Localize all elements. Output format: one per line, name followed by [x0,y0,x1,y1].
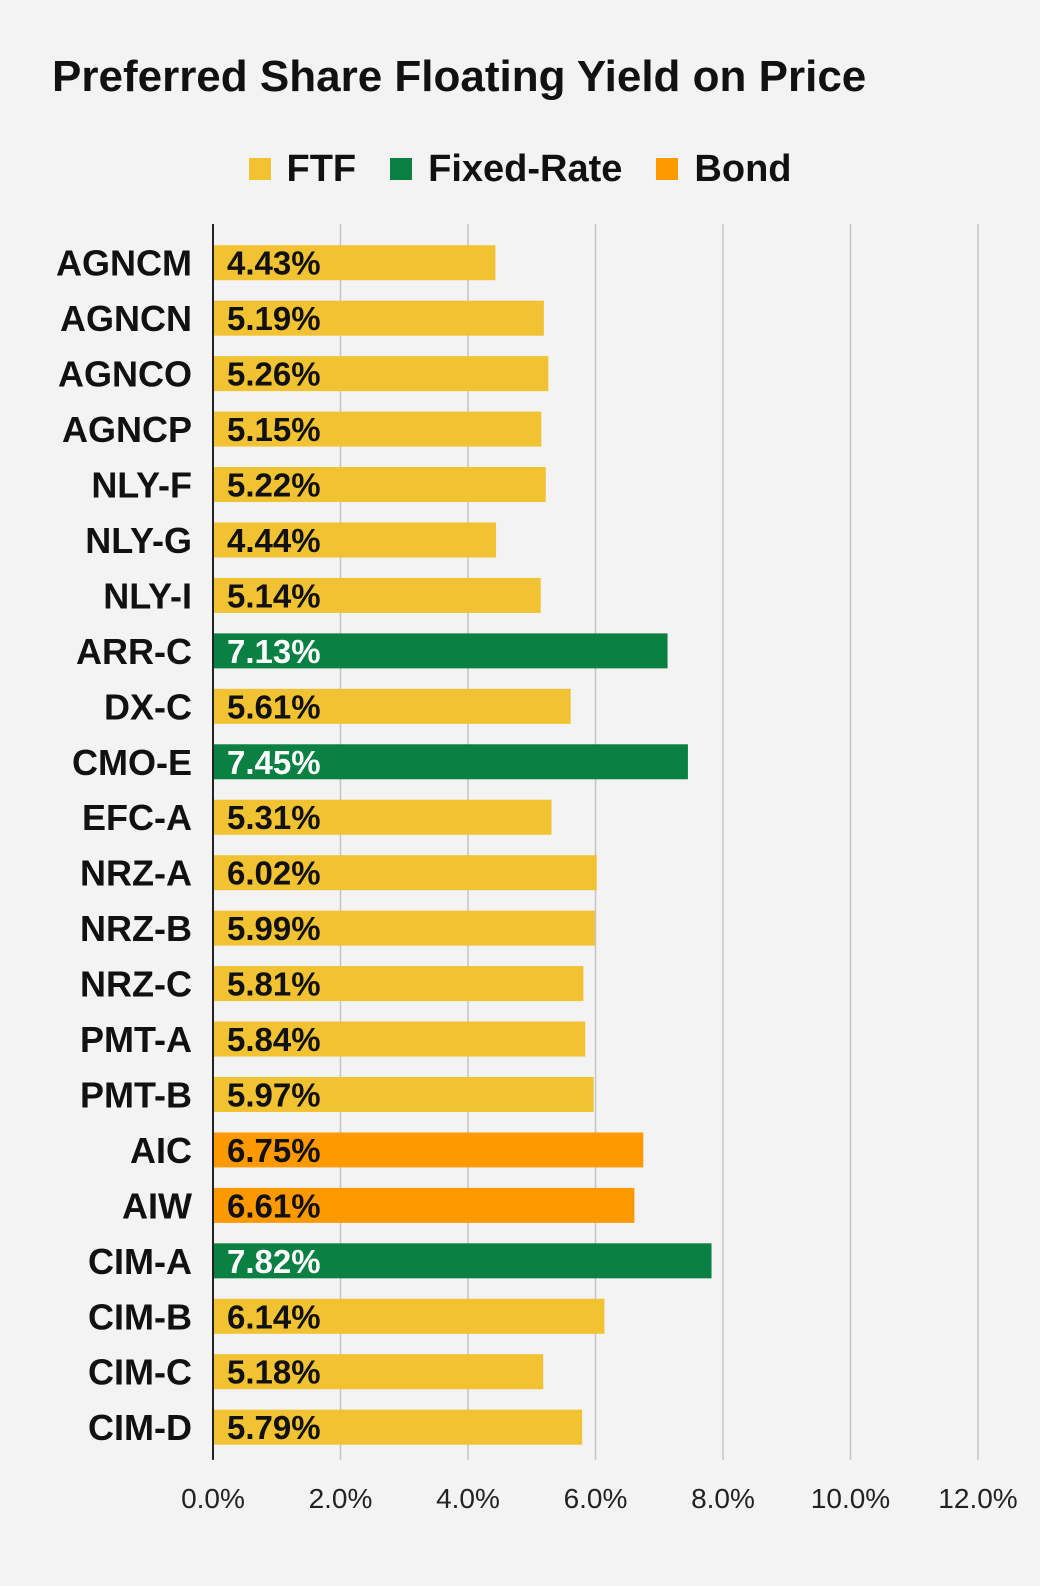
value-label-arr-c: 7.13% [227,633,321,670]
category-label-agncp: AGNCP [62,409,192,450]
bar-nrz-b[interactable] [213,910,595,946]
category-label-cmo-e: CMO-E [72,742,192,783]
value-labels: 4.43% 5.19% 5.26% 5.15% 5.22% 4.44% 5.14% 7.13%… [227,245,321,1446]
bars [213,245,712,1445]
bar-cim-b[interactable] [213,1298,605,1334]
value-label-pmt-b: 5.97% [227,1076,321,1113]
x-tick-label: 0.0% [181,1483,245,1514]
value-label-nly-f: 5.22% [227,467,321,504]
bar-nly-i[interactable] [213,577,541,613]
value-label-nrz-c: 5.81% [227,966,321,1003]
value-label-cmo-e: 7.45% [227,744,321,781]
bar-agncm[interactable] [213,245,496,281]
bar-aic[interactable] [213,1132,644,1168]
category-label-pmt-b: PMT-B [80,1074,192,1115]
value-label-agncm: 4.43% [227,245,321,282]
bar-nrz-a[interactable] [213,855,597,891]
bar-dx-c[interactable] [213,688,571,724]
value-label-nly-i: 5.14% [227,577,321,614]
legend: FTF Fixed-Rate Bond [0,145,1040,193]
bar-agnco[interactable] [213,356,549,392]
category-label-cim-b: CIM-B [88,1296,192,1337]
category-label-nrz-a: NRZ-A [80,853,192,894]
category-label-arr-c: ARR-C [76,631,192,672]
category-label-agncm: AGNCM [56,243,192,284]
category-label-nrz-b: NRZ-B [80,908,192,949]
bar-nly-f[interactable] [213,467,546,503]
value-label-efc-a: 5.31% [227,799,321,836]
category-label-cim-d: CIM-D [88,1407,192,1448]
value-label-cim-a: 7.82% [227,1243,321,1280]
bar-efc-a[interactable] [213,799,552,835]
legend-item-fixed-rate[interactable]: Fixed-Rate [390,148,622,191]
bar-cim-a[interactable] [213,1243,712,1279]
value-label-nrz-b: 5.99% [227,910,321,947]
x-tick-label: 8.0% [691,1483,755,1514]
category-label-aic: AIC [130,1130,192,1171]
bar-pmt-b[interactable] [213,1076,594,1112]
category-labels: AGNCM AGNCN AGNCO AGNCP NLY-F NLY-G NLY-I ARR-C… [56,243,192,1448]
legend-label-ftf: FTF [286,147,357,190]
bar-arr-c[interactable] [213,633,668,669]
category-label-pmt-a: PMT-A [80,1019,192,1060]
value-label-nly-g: 4.44% [227,522,321,559]
legend-label-bond: Bond [694,147,792,190]
category-label-dx-c: DX-C [104,686,192,727]
bar-nrz-c[interactable] [213,966,584,1002]
value-label-aic: 6.75% [227,1132,321,1169]
category-label-cim-c: CIM-C [88,1352,192,1393]
bar-cim-c[interactable] [213,1354,544,1390]
legend-item-bond[interactable]: Bond [656,147,792,191]
chart-title: Preferred Share Floating Yield on Price [52,52,867,101]
bar-aiw[interactable] [213,1187,635,1223]
value-label-cim-c: 5.18% [227,1354,321,1391]
category-label-nly-g: NLY-G [85,520,192,561]
bar-cim-d[interactable] [213,1409,583,1445]
category-label-agnco: AGNCO [58,354,192,395]
x-tick-label: 4.0% [436,1483,500,1514]
value-label-cim-b: 6.14% [227,1298,321,1335]
value-label-aiw: 6.61% [227,1187,321,1224]
bar-agncn[interactable] [213,300,544,336]
value-label-agnco: 5.26% [227,356,321,393]
legend-label-fixed-rate: Fixed-Rate [428,147,623,190]
bar-nly-g[interactable] [213,522,497,558]
legend-swatch-fixed-rate [390,158,413,180]
category-label-nrz-c: NRZ-C [80,964,192,1005]
bar-agncp[interactable] [213,411,542,447]
category-label-cim-a: CIM-A [88,1241,192,1282]
bar-pmt-a[interactable] [213,1021,586,1057]
x-tick-label: 10.0% [811,1483,890,1514]
category-label-efc-a: EFC-A [82,797,192,838]
category-label-aiw: AIW [122,1185,192,1226]
value-label-cim-d: 5.79% [227,1409,321,1446]
legend-item-ftf[interactable]: FTF [248,147,357,191]
value-label-pmt-a: 5.84% [227,1021,321,1058]
category-label-nly-f: NLY-F [91,465,192,506]
bar-cmo-e[interactable] [213,744,688,780]
value-label-dx-c: 5.61% [227,688,321,725]
value-label-agncp: 5.15% [227,411,321,448]
legend-swatch-bond [656,158,679,180]
x-tick-label: 2.0% [309,1483,373,1514]
category-label-nly-i: NLY-I [103,575,192,616]
x-tick-labels: 0.0% 2.0% 4.0% 6.0% 8.0% 10.0% 12.0% [181,1483,1018,1514]
legend-swatch-ftf [248,158,271,180]
category-label-agncn: AGNCN [60,298,192,339]
value-label-agncn: 5.19% [227,300,321,337]
x-tick-label: 6.0% [564,1483,628,1514]
value-label-nrz-a: 6.02% [227,855,321,892]
x-tick-label: 12.0% [938,1483,1017,1514]
